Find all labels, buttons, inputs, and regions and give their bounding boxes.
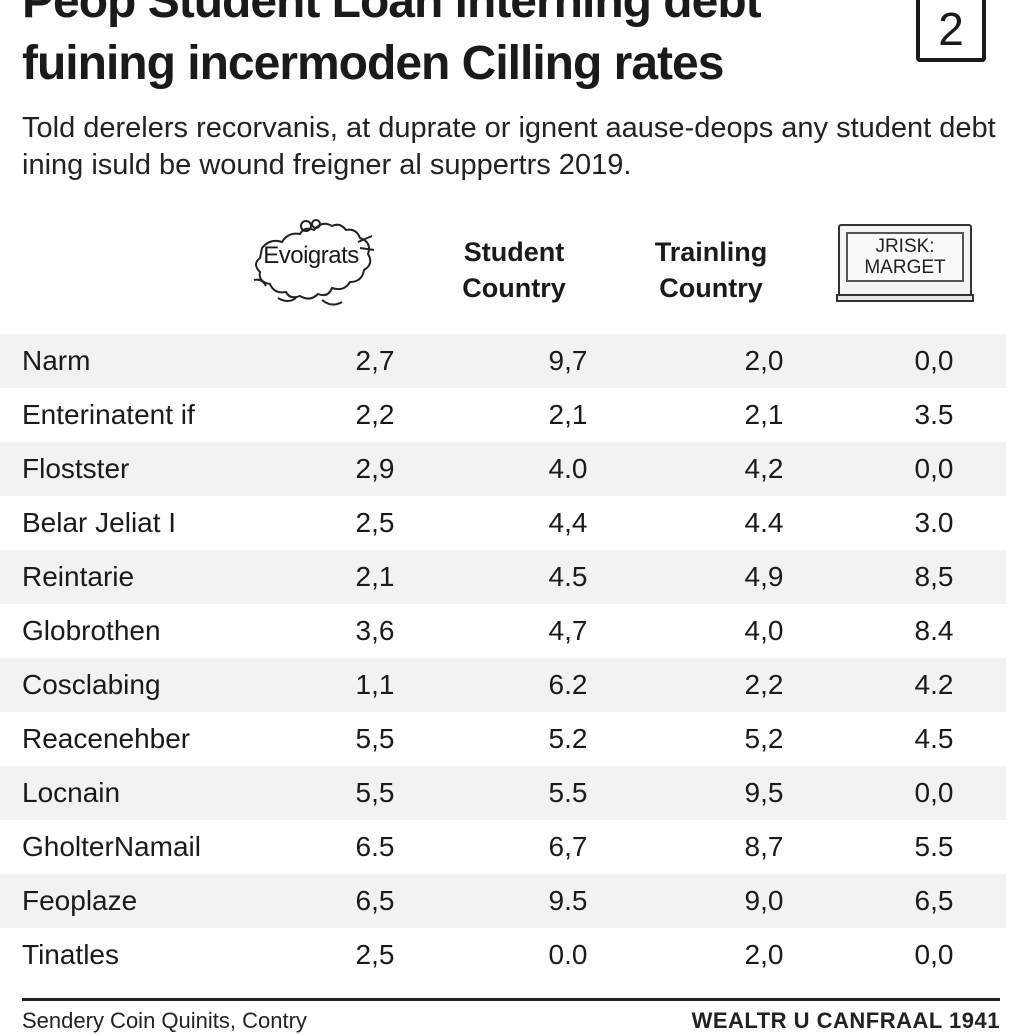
table-cell: 2,7 — [355, 345, 395, 376]
row-label: Tinatles — [22, 939, 120, 970]
table-cell: 8,5 — [914, 561, 954, 592]
table-cell: 4.5 — [548, 561, 588, 592]
table-row: Tinatles 2,5 0.0 2,0 0,0 — [0, 928, 1006, 982]
table-cell: 2,1 — [355, 561, 395, 592]
table-row: Belar Jeliat I 2,5 4,4 4.4 3.0 — [0, 496, 1006, 550]
table-cell: 0,0 — [914, 345, 954, 376]
table-cell: 9,5 — [744, 777, 784, 808]
column-header-line: JRISK: — [875, 236, 935, 257]
table-row: Reintarie 2,1 4.5 4,9 8,5 — [0, 550, 1006, 604]
table-cell: 8,7 — [744, 831, 784, 862]
column-header-evoigrats: Evoigrats — [248, 219, 380, 310]
table-row: Feoplaze 6,5 9.5 9,0 6,5 — [0, 874, 1006, 928]
table-cell: 2,1 — [548, 399, 588, 430]
table-cell: 3.0 — [914, 507, 954, 538]
table-cell: 0,0 — [914, 453, 954, 484]
table-cell: 3.5 — [914, 399, 954, 430]
row-label: Feoplaze — [22, 885, 138, 916]
table-cell: 5.5 — [914, 831, 954, 862]
table-cell: 6.5 — [355, 831, 395, 862]
table-cell: 4,9 — [744, 561, 784, 592]
column-header-risk-market: JRISK: MARGET — [836, 224, 974, 310]
table-cell: 2,5 — [355, 507, 395, 538]
table-cell: 2,5 — [355, 939, 395, 970]
table-row: Flostster 2,9 4.0 4,2 0,0 — [0, 442, 1006, 496]
row-label: Globrothen — [22, 615, 161, 646]
table-cell: 2,0 — [744, 345, 784, 376]
table-cell: 6.2 — [548, 669, 588, 700]
table-cell: 8.4 — [914, 615, 954, 646]
table-cell: 1,1 — [355, 669, 395, 700]
table-cell: 9.5 — [548, 885, 588, 916]
table-cell: 5,5 — [355, 723, 395, 754]
table-cell: 4,7 — [548, 615, 588, 646]
column-header-trainling-country: Trainling Country — [630, 230, 792, 310]
table-row: Reacenehber 5,5 5.2 5,2 4.5 — [0, 712, 1006, 766]
table-cell: 9,7 — [548, 345, 588, 376]
table-cell: 5,5 — [355, 777, 395, 808]
table-cell: 6,5 — [914, 885, 954, 916]
table-cell: 6,5 — [355, 885, 395, 916]
table-cell: 5.5 — [548, 777, 588, 808]
row-label: Flostster — [22, 453, 130, 484]
table-row: Cosclabing 1,1 6.2 2,2 4.2 — [0, 658, 1006, 712]
footer-divider — [22, 998, 1000, 1001]
table-cell: 5.2 — [548, 723, 588, 754]
table-cell: 0,0 — [914, 939, 954, 970]
column-header-student-country: Student Country — [430, 230, 598, 310]
table-cell: 0,0 — [914, 777, 954, 808]
table-cell: 4.5 — [914, 723, 954, 754]
table-cell: 6,7 — [548, 831, 588, 862]
row-label: GholterNamail — [22, 831, 201, 862]
table-cell: 4,0 — [744, 615, 784, 646]
column-header-line: MARGET — [864, 257, 946, 278]
table-row: Enterinatent if 2,2 2,1 2,1 3.5 — [0, 388, 1006, 442]
column-header-line: Trainling — [654, 237, 768, 267]
column-header-line: Student — [463, 237, 565, 267]
data-table: Narm 2,7 9,7 2,0 0,0 Enterinatent if 2,2 2,1 2,1… — [0, 334, 1006, 982]
row-label: Narm — [22, 345, 91, 376]
table-cell: 5,2 — [744, 723, 784, 754]
chart-title-line-2: fuining incermoden Cilling rates — [22, 37, 724, 90]
row-label: Belar Jeliat I — [22, 507, 177, 538]
table-cell: 2,1 — [744, 399, 784, 430]
table-row: GholterNamail 6.5 6,7 8,7 5.5 — [0, 820, 1006, 874]
chart-title-line-1: Peop Student Loan interning debt — [22, 0, 762, 28]
table-cell: 3,6 — [355, 615, 395, 646]
table-cell: 2,9 — [355, 453, 395, 484]
map-icon — [253, 219, 375, 306]
column-header-line: Country — [462, 273, 566, 303]
table-cell: 2,2 — [355, 399, 395, 430]
page-number-badge: 2 — [916, 0, 986, 62]
table-row: Locnain 5,5 5.5 9,5 0,0 — [0, 766, 1006, 820]
publisher-credit: WEALTR U CANFRAAL 1941 — [691, 1008, 1000, 1033]
table-cell: 4.0 — [548, 453, 588, 484]
row-label: Cosclabing — [22, 669, 161, 700]
table-cell: 4.4 — [744, 507, 784, 538]
table-cell: 9,0 — [744, 885, 784, 916]
row-label: Reacenehber — [22, 723, 191, 754]
chart-subtitle: Told derelers recorvanis, at duprate or … — [22, 112, 996, 181]
table-cell: 2,0 — [744, 939, 784, 970]
table-cell: 4,4 — [548, 507, 588, 538]
column-header-label: Evoigrats — [263, 242, 359, 269]
table-cell: 4.2 — [914, 669, 954, 700]
table-cell: 0.0 — [548, 939, 588, 970]
row-label: Enterinatent if — [22, 399, 195, 430]
table-row: Globrothen 3,6 4,7 4,0 8.4 — [0, 604, 1006, 658]
column-header-line: Country — [659, 273, 763, 303]
table-cell: 4,2 — [744, 453, 784, 484]
table-row: Narm 2,7 9,7 2,0 0,0 — [0, 334, 1006, 388]
table-cell: 2,2 — [744, 669, 784, 700]
monitor-sign-icon: JRISK: MARGET — [836, 224, 974, 302]
row-label: Reintarie — [22, 561, 135, 592]
row-label: Locnain — [22, 777, 121, 808]
source-note: Sendery Coin Quinits, Contry — [22, 1008, 307, 1033]
